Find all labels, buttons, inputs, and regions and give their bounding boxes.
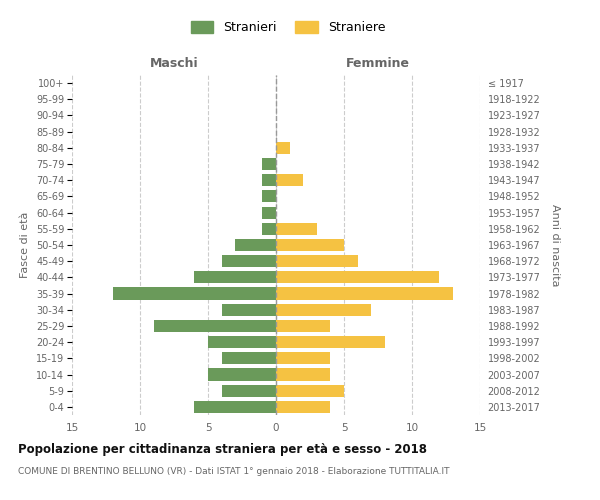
Bar	[276, 272, 439, 283]
Bar	[276, 384, 344, 397]
Y-axis label: Anni di nascita: Anni di nascita	[550, 204, 560, 286]
Bar	[276, 368, 331, 380]
Bar	[276, 336, 385, 348]
Bar	[262, 222, 276, 235]
Bar	[262, 190, 276, 202]
Bar	[221, 352, 276, 364]
Bar	[276, 255, 358, 268]
Bar	[113, 288, 276, 300]
Legend: Stranieri, Straniere: Stranieri, Straniere	[185, 16, 391, 40]
Bar	[194, 401, 276, 413]
Bar	[276, 222, 317, 235]
Bar	[208, 368, 276, 380]
Bar	[262, 158, 276, 170]
Text: COMUNE DI BRENTINO BELLUNO (VR) - Dati ISTAT 1° gennaio 2018 - Elaborazione TUTT: COMUNE DI BRENTINO BELLUNO (VR) - Dati I…	[18, 468, 449, 476]
Bar	[262, 174, 276, 186]
Bar	[276, 304, 371, 316]
Bar	[276, 142, 290, 154]
Bar	[276, 401, 331, 413]
Y-axis label: Fasce di età: Fasce di età	[20, 212, 31, 278]
Bar	[276, 288, 453, 300]
Bar	[276, 239, 344, 251]
Bar	[208, 336, 276, 348]
Bar	[262, 206, 276, 218]
Text: Popolazione per cittadinanza straniera per età e sesso - 2018: Popolazione per cittadinanza straniera p…	[18, 442, 427, 456]
Bar	[276, 320, 331, 332]
Bar	[221, 384, 276, 397]
Bar	[154, 320, 276, 332]
Bar	[235, 239, 276, 251]
Bar	[221, 304, 276, 316]
Bar	[276, 174, 303, 186]
Bar	[276, 352, 331, 364]
Bar	[221, 255, 276, 268]
Text: Femmine: Femmine	[346, 57, 410, 70]
Text: Maschi: Maschi	[149, 57, 199, 70]
Bar	[194, 272, 276, 283]
